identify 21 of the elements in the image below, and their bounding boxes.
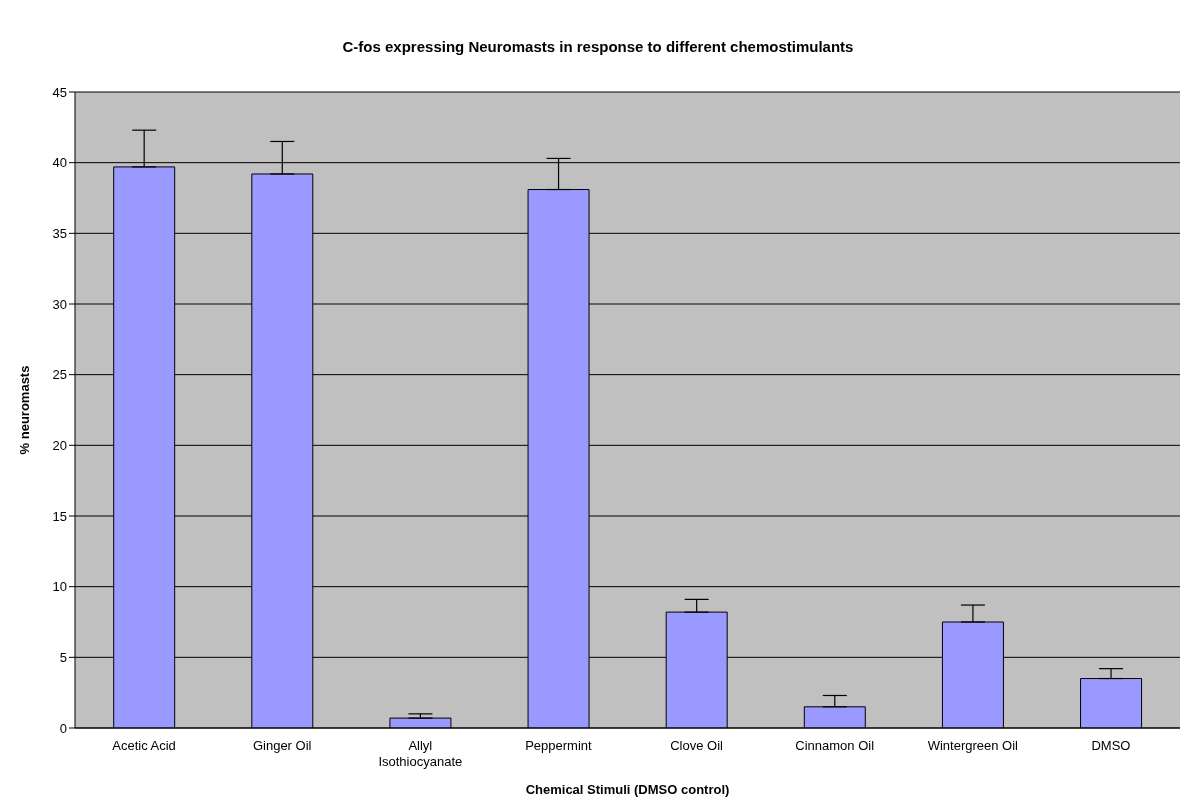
- y-tick-label: 20: [52, 437, 67, 453]
- y-tick-label: 0: [59, 720, 67, 736]
- y-tick-label: 40: [52, 155, 67, 171]
- x-axis-title: Chemical Stimuli (DMSO control): [525, 782, 730, 797]
- y-tick-label: 25: [52, 367, 67, 383]
- x-tick-label: Clove Oil: [670, 738, 724, 753]
- x-tick-label: Allyl Isothiocyanate: [378, 738, 463, 769]
- x-tick-label: DMSO: [1091, 738, 1131, 753]
- y-tick-label: 15: [52, 508, 67, 524]
- chart-title: C-fos expressing Neuromasts in response to different chemostimulants: [341, 37, 855, 57]
- x-tick-label: Acetic Acid: [112, 738, 176, 753]
- x-tick-label: Ginger Oil: [252, 738, 312, 753]
- y-tick-label: 5: [59, 649, 67, 665]
- x-tick-label: Cinnamon Oil: [795, 738, 875, 753]
- y-tick-label: 45: [52, 84, 67, 100]
- y-tick-label: 35: [52, 225, 67, 241]
- x-tick-label: Peppermint: [525, 738, 593, 753]
- y-axis-title: % neuromasts: [16, 365, 32, 455]
- y-tick-label: 30: [52, 296, 67, 312]
- x-tick-label: Wintergreen Oil: [927, 738, 1019, 753]
- y-tick-label: 10: [52, 579, 67, 595]
